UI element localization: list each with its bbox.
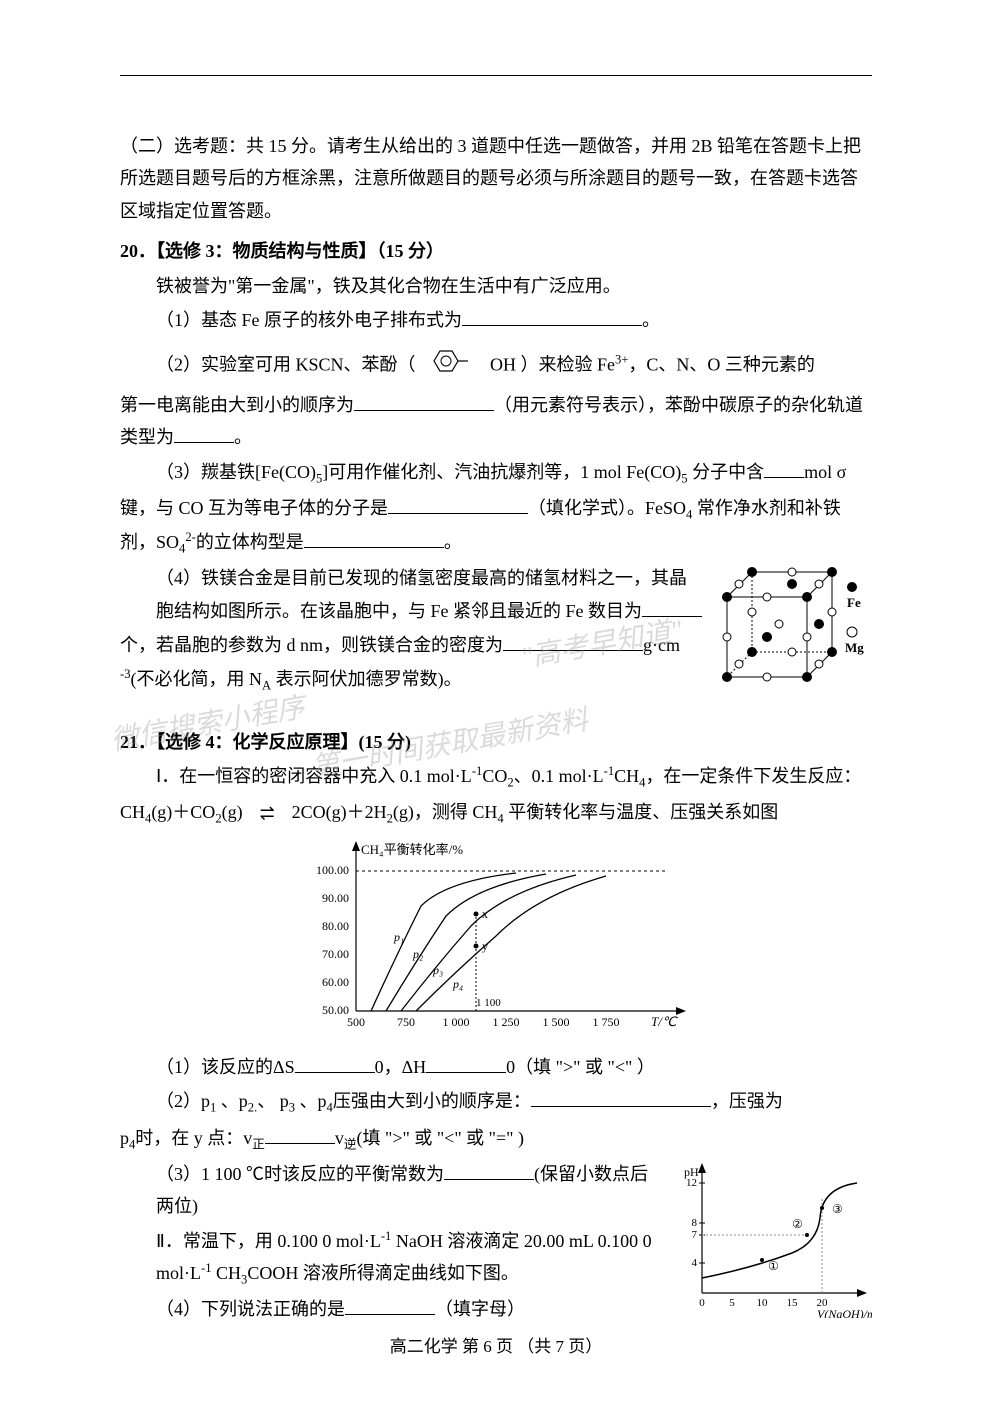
svg-text:p₃: p₃ [432, 963, 443, 977]
blank [503, 631, 643, 651]
q20-header: 20．【选修 3：物质结构与性质】（15 分） [120, 235, 872, 267]
svg-text:750: 750 [397, 1015, 415, 1029]
svg-text:1 250: 1 250 [493, 1015, 520, 1029]
q21-p2-line2: p4时，在 y 点：v正v逆(填 ">" 或 "<" 或 "=" ) [120, 1122, 872, 1156]
svg-text:p₁: p₁ [393, 930, 404, 944]
svg-text:y: y [482, 939, 488, 953]
svg-text:90.00: 90.00 [322, 891, 349, 905]
svg-text:①: ① [768, 1259, 779, 1273]
svg-text:7: 7 [692, 1229, 698, 1241]
section-title: （二）选考题：共 15 分。请考生从给出的 3 道题中任选一题做答，并用 2B … [120, 136, 861, 221]
q20-intro: 铁被誉为"第一金属"，铁及其化合物在生活中有广泛应用。 [120, 270, 872, 302]
blank [642, 597, 702, 617]
q20-p2-line2: 第一电离能由大到小的顺序为（用元素符号表示），苯酚中碳原子的杂化轨道类型为。 [120, 389, 872, 454]
q21-p1: （1）该反应的ΔS0，ΔH0（填 ">" 或 "<" ） [120, 1051, 872, 1083]
blank [174, 423, 234, 443]
conversion-chart: 50.00 60.00 70.00 80.00 90.00 100.00 500… [120, 836, 872, 1046]
svg-text:③: ③ [832, 1202, 843, 1216]
svg-text:12: 12 [686, 1177, 697, 1189]
blank [531, 1088, 711, 1108]
q21-p2: （2）p1 、p2.、 p3 、p4压强由大到小的顺序是：，压强为 [120, 1085, 872, 1119]
svg-text:4: 4 [692, 1257, 698, 1269]
svg-text:15: 15 [787, 1297, 799, 1309]
page-footer: 高二化学 第 6 页 （共 7 页） [0, 1332, 992, 1363]
svg-text:Mg: Mg [845, 640, 864, 655]
svg-text:0: 0 [699, 1297, 705, 1309]
svg-text:p₂: p₂ [412, 947, 423, 961]
q20-title: 【选修 3：物质结构与性质】（15 分） [156, 241, 444, 261]
svg-text:1 100: 1 100 [476, 997, 501, 1009]
svg-text:x: x [482, 907, 488, 921]
q20-p3: （3）羰基铁[Fe(CO)5]可用作催化剂、汽油抗爆剂等，1 mol Fe(CO… [120, 456, 872, 490]
svg-text:60.00: 60.00 [322, 975, 349, 989]
svg-text:100.00: 100.00 [316, 863, 349, 877]
svg-text:T/℃: T/℃ [651, 1014, 678, 1029]
q21-header: 21．【选修 4：化学反应原理】(15 分) [120, 726, 872, 758]
svg-text:1 000: 1 000 [443, 1015, 470, 1029]
phenol-icon [420, 346, 490, 386]
svg-text:500: 500 [347, 1015, 365, 1029]
section-header: （二）选考题：共 15 分。请考生从给出的 3 道题中任选一题做答，并用 2B … [120, 130, 872, 227]
q21-number: 21． [120, 732, 156, 752]
svg-text:10: 10 [757, 1297, 769, 1309]
q20-number: 20． [120, 241, 156, 261]
svg-text:CH₄平衡转化率/%: CH₄平衡转化率/% [361, 842, 463, 857]
blank [354, 391, 494, 411]
svg-text:5: 5 [729, 1297, 735, 1309]
q20-p3-line2: 键，与 CO 互为等电子体的分子是（填化学式）。FeSO4 常作净水剂和补铁剂，… [120, 492, 872, 561]
ph-chart: pH 12 8 7 4 0 5 10 15 20 V(NaOH)/mL ① [672, 1158, 872, 1328]
blank [444, 1160, 534, 1180]
blank [462, 306, 642, 326]
q20-p1: （1）基态 Fe 原子的核外电子排布式为。 [120, 304, 872, 336]
svg-text:1 750: 1 750 [593, 1015, 620, 1029]
blank [345, 1295, 435, 1315]
q21-partI: Ⅰ．在一恒容的密闭容器中充入 0.1 mol·L-1CO2、0.1 mol·L-… [120, 760, 872, 794]
blank [764, 458, 804, 478]
svg-text:70.00: 70.00 [322, 947, 349, 961]
svg-text:1 500: 1 500 [543, 1015, 570, 1029]
blank [388, 494, 528, 514]
svg-text:V(NaOH)/mL: V(NaOH)/mL [817, 1307, 872, 1318]
blank [426, 1053, 506, 1073]
crystal-diagram: Fe Mg [712, 557, 872, 717]
q20-p2: （2）实验室可用 KSCN、苯酚（ OH ）来检验 Fe3+，C、N、O 三种元… [120, 346, 872, 386]
svg-text:p₄: p₄ [452, 977, 463, 991]
svg-text:Fe: Fe [847, 595, 861, 610]
blank [304, 528, 444, 548]
blank [265, 1124, 335, 1144]
svg-text:②: ② [792, 1217, 803, 1231]
svg-text:8: 8 [692, 1217, 698, 1229]
blank [295, 1053, 375, 1073]
q21-equation: CH4(g)＋CO2(g) ⇀ ↽ 2CO(g)＋2H2(g)，测得 CH4 平… [120, 796, 872, 830]
svg-text:50.00: 50.00 [322, 1003, 349, 1017]
svg-text:80.00: 80.00 [322, 919, 349, 933]
q21-title: 【选修 4：化学反应原理】(15 分) [156, 732, 411, 752]
